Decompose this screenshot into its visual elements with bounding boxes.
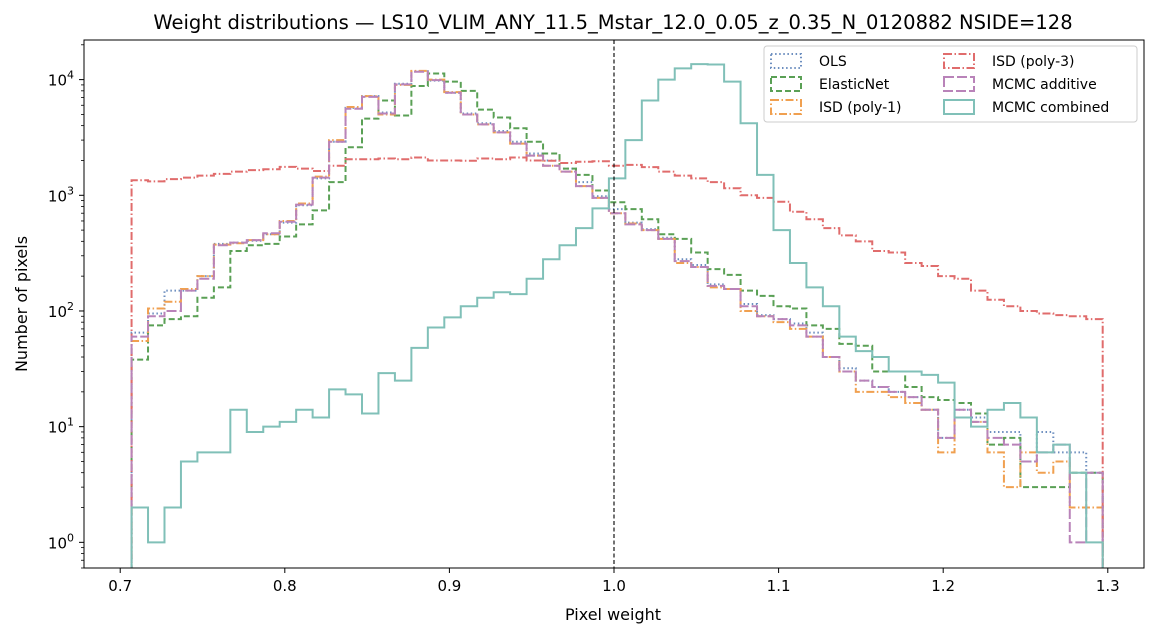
legend-handle — [770, 53, 802, 69]
legend-label: OLS — [819, 54, 847, 70]
y-tick-label: 100 — [48, 531, 74, 552]
x-axis-label: Pixel weight — [565, 605, 661, 624]
y-axis: 100 101 102 103 104 — [48, 44, 84, 569]
legend-label: MCMC additive — [992, 77, 1097, 93]
x-tick-label: 1.2 — [931, 577, 955, 595]
legend-handle — [770, 99, 802, 115]
x-tick-label: 0.8 — [273, 577, 297, 595]
x-tick-label: 1.0 — [602, 577, 626, 595]
legend-label: ISD (poly-3) — [992, 54, 1075, 70]
series-mcmc-combined — [130, 63, 1104, 568]
series-isd-poly-3 — [130, 156, 1104, 568]
series-layer — [130, 63, 1104, 568]
x-tick-label: 0.7 — [108, 577, 132, 595]
legend-label: ElasticNet — [819, 77, 890, 93]
legend-frame — [763, 45, 1138, 123]
x-tick-label: 1.3 — [1096, 577, 1120, 595]
y-axis-label: Number of pixels — [12, 236, 31, 372]
series-elasticnet — [130, 72, 1104, 568]
legend-handle — [943, 76, 975, 92]
legend-label: ISD (poly-1) — [819, 100, 902, 116]
chart-title: Weight distributions — LS10_VLIM_ANY_11.… — [153, 11, 1072, 34]
x-axis: 0.7 0.8 0.9 1.0 1.1 1.2 1.3 — [108, 568, 1120, 595]
legend-handle — [770, 76, 802, 92]
legend-handle — [943, 99, 975, 115]
legend-label: MCMC combined — [992, 100, 1109, 116]
legend-handle — [943, 53, 975, 69]
y-tick-label: 103 — [48, 184, 74, 205]
legend: OLS ElasticNet ISD (poly-1) ISD (poly-3) MCM… — [763, 45, 1138, 123]
series-mcmc-additive — [130, 70, 1104, 568]
x-tick-label: 1.1 — [767, 577, 791, 595]
y-tick-label: 104 — [48, 69, 74, 90]
x-tick-label: 0.9 — [437, 577, 461, 595]
y-tick-label: 101 — [48, 416, 74, 437]
y-tick-label: 102 — [48, 300, 74, 321]
